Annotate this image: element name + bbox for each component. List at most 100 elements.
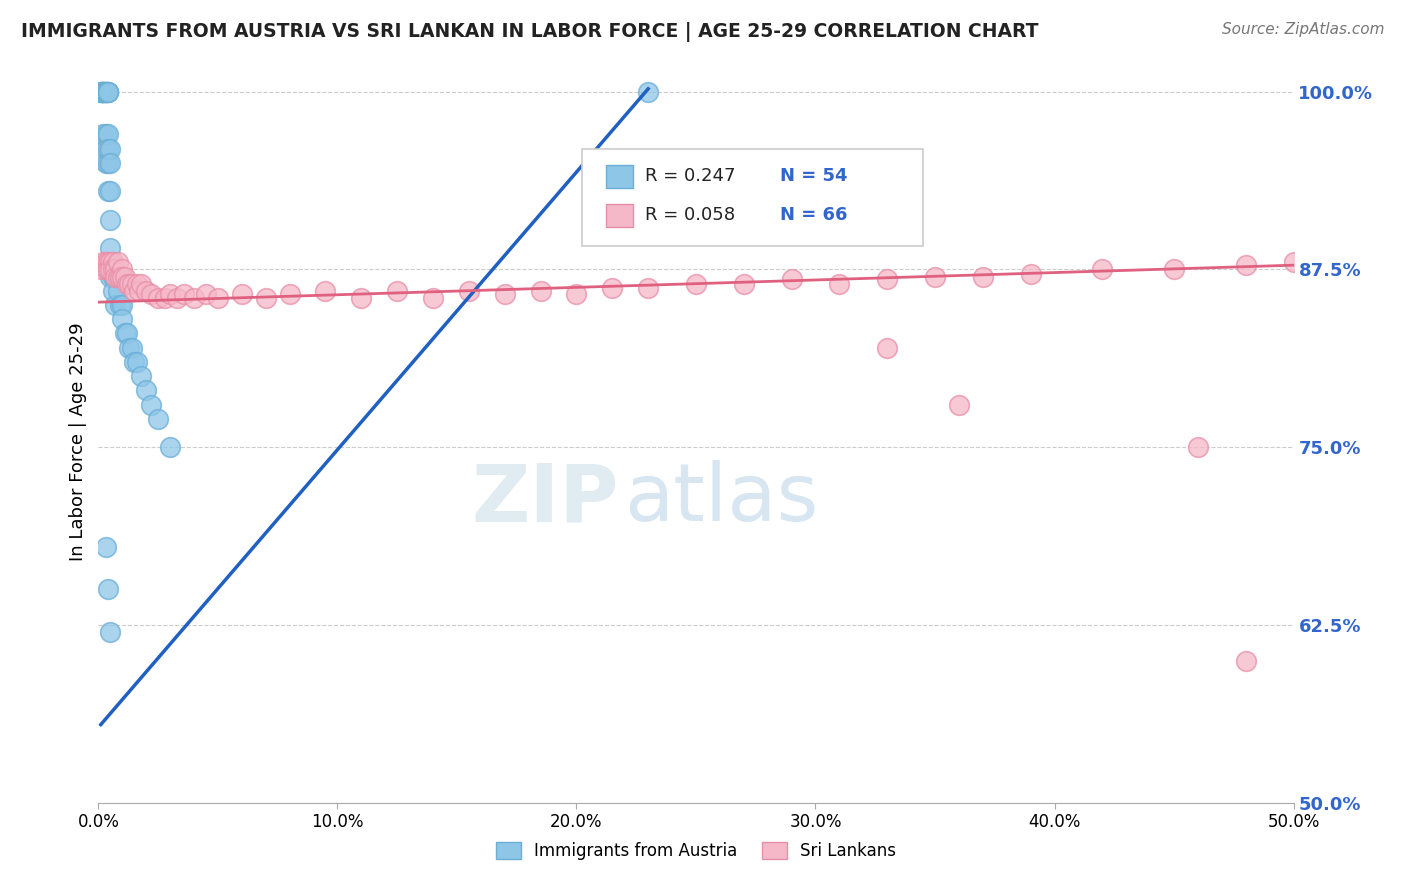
Point: [111, 269, 134, 284]
Point: [104, 269, 127, 284]
Text: N = 66: N = 66: [779, 206, 848, 225]
Point: [1234, 258, 1257, 272]
Point: [115, 326, 138, 341]
Point: [207, 291, 229, 305]
Point: [876, 341, 898, 355]
Point: [148, 411, 170, 425]
Point: [101, 262, 124, 277]
Point: [111, 298, 134, 312]
Point: [91, 85, 114, 99]
Point: [135, 384, 157, 398]
Point: [101, 255, 124, 269]
Point: [530, 284, 553, 298]
Point: [139, 286, 162, 301]
Point: [97, 262, 120, 277]
Point: [118, 277, 141, 291]
Legend: Immigrants from Austria, Sri Lankans: Immigrants from Austria, Sri Lankans: [489, 835, 903, 867]
Point: [148, 291, 170, 305]
Point: [90, 85, 112, 99]
Point: [91, 85, 114, 99]
Point: [98, 241, 122, 255]
Text: N = 54: N = 54: [779, 168, 848, 186]
Point: [254, 291, 277, 305]
Point: [98, 155, 122, 169]
Point: [97, 155, 120, 169]
FancyBboxPatch shape: [606, 165, 633, 188]
Point: [104, 269, 127, 284]
Point: [97, 184, 120, 198]
Point: [98, 269, 122, 284]
Point: [91, 255, 114, 269]
Point: [315, 284, 337, 298]
Point: [121, 277, 143, 291]
Point: [876, 272, 898, 286]
Point: [114, 269, 136, 284]
Point: [94, 128, 117, 142]
Text: IMMIGRANTS FROM AUSTRIA VS SRI LANKAN IN LABOR FORCE | AGE 25-29 CORRELATION CHA: IMMIGRANTS FROM AUSTRIA VS SRI LANKAN IN…: [21, 22, 1039, 42]
Point: [90, 85, 112, 99]
Point: [90, 85, 112, 99]
Point: [98, 212, 122, 227]
Point: [385, 284, 409, 298]
FancyBboxPatch shape: [582, 149, 922, 246]
Point: [97, 142, 120, 156]
Point: [828, 277, 851, 291]
Point: [1234, 654, 1257, 668]
Point: [94, 85, 117, 99]
Point: [637, 281, 659, 295]
Point: [97, 128, 120, 142]
Y-axis label: In Labor Force | Age 25-29: In Labor Force | Age 25-29: [69, 322, 87, 561]
Point: [183, 291, 205, 305]
Point: [107, 269, 129, 284]
Point: [780, 272, 803, 286]
Point: [90, 262, 112, 277]
Point: [948, 398, 970, 412]
Point: [94, 142, 117, 156]
Point: [1187, 440, 1209, 454]
FancyBboxPatch shape: [606, 204, 633, 227]
Point: [101, 284, 124, 298]
Point: [91, 85, 114, 99]
Point: [108, 269, 131, 284]
Point: [733, 277, 755, 291]
Point: [94, 85, 117, 99]
Point: [602, 281, 624, 295]
Text: R = 0.247: R = 0.247: [644, 168, 735, 186]
Point: [98, 262, 122, 277]
Point: [97, 85, 120, 99]
Point: [94, 85, 117, 99]
Text: atlas: atlas: [624, 460, 818, 539]
Point: [231, 286, 253, 301]
Text: R = 0.058: R = 0.058: [644, 206, 735, 225]
Point: [91, 85, 114, 99]
Point: [139, 398, 162, 412]
Point: [98, 184, 122, 198]
Point: [131, 277, 153, 291]
Point: [97, 85, 120, 99]
Point: [91, 85, 114, 99]
Point: [350, 291, 373, 305]
Point: [118, 341, 141, 355]
Point: [159, 286, 181, 301]
Point: [124, 355, 146, 369]
Point: [104, 298, 127, 312]
Point: [101, 255, 124, 269]
Point: [94, 540, 117, 554]
Point: [124, 284, 146, 298]
Point: [131, 369, 153, 384]
Point: [91, 128, 114, 142]
Point: [173, 286, 195, 301]
Point: [155, 291, 177, 305]
Point: [91, 85, 114, 99]
Point: [94, 255, 117, 269]
Point: [121, 341, 143, 355]
Point: [97, 85, 120, 99]
Point: [128, 284, 150, 298]
Point: [108, 298, 131, 312]
Point: [709, 155, 731, 169]
Point: [107, 255, 129, 269]
Point: [458, 284, 481, 298]
Point: [1163, 262, 1185, 277]
Point: [278, 286, 301, 301]
Point: [115, 277, 138, 291]
